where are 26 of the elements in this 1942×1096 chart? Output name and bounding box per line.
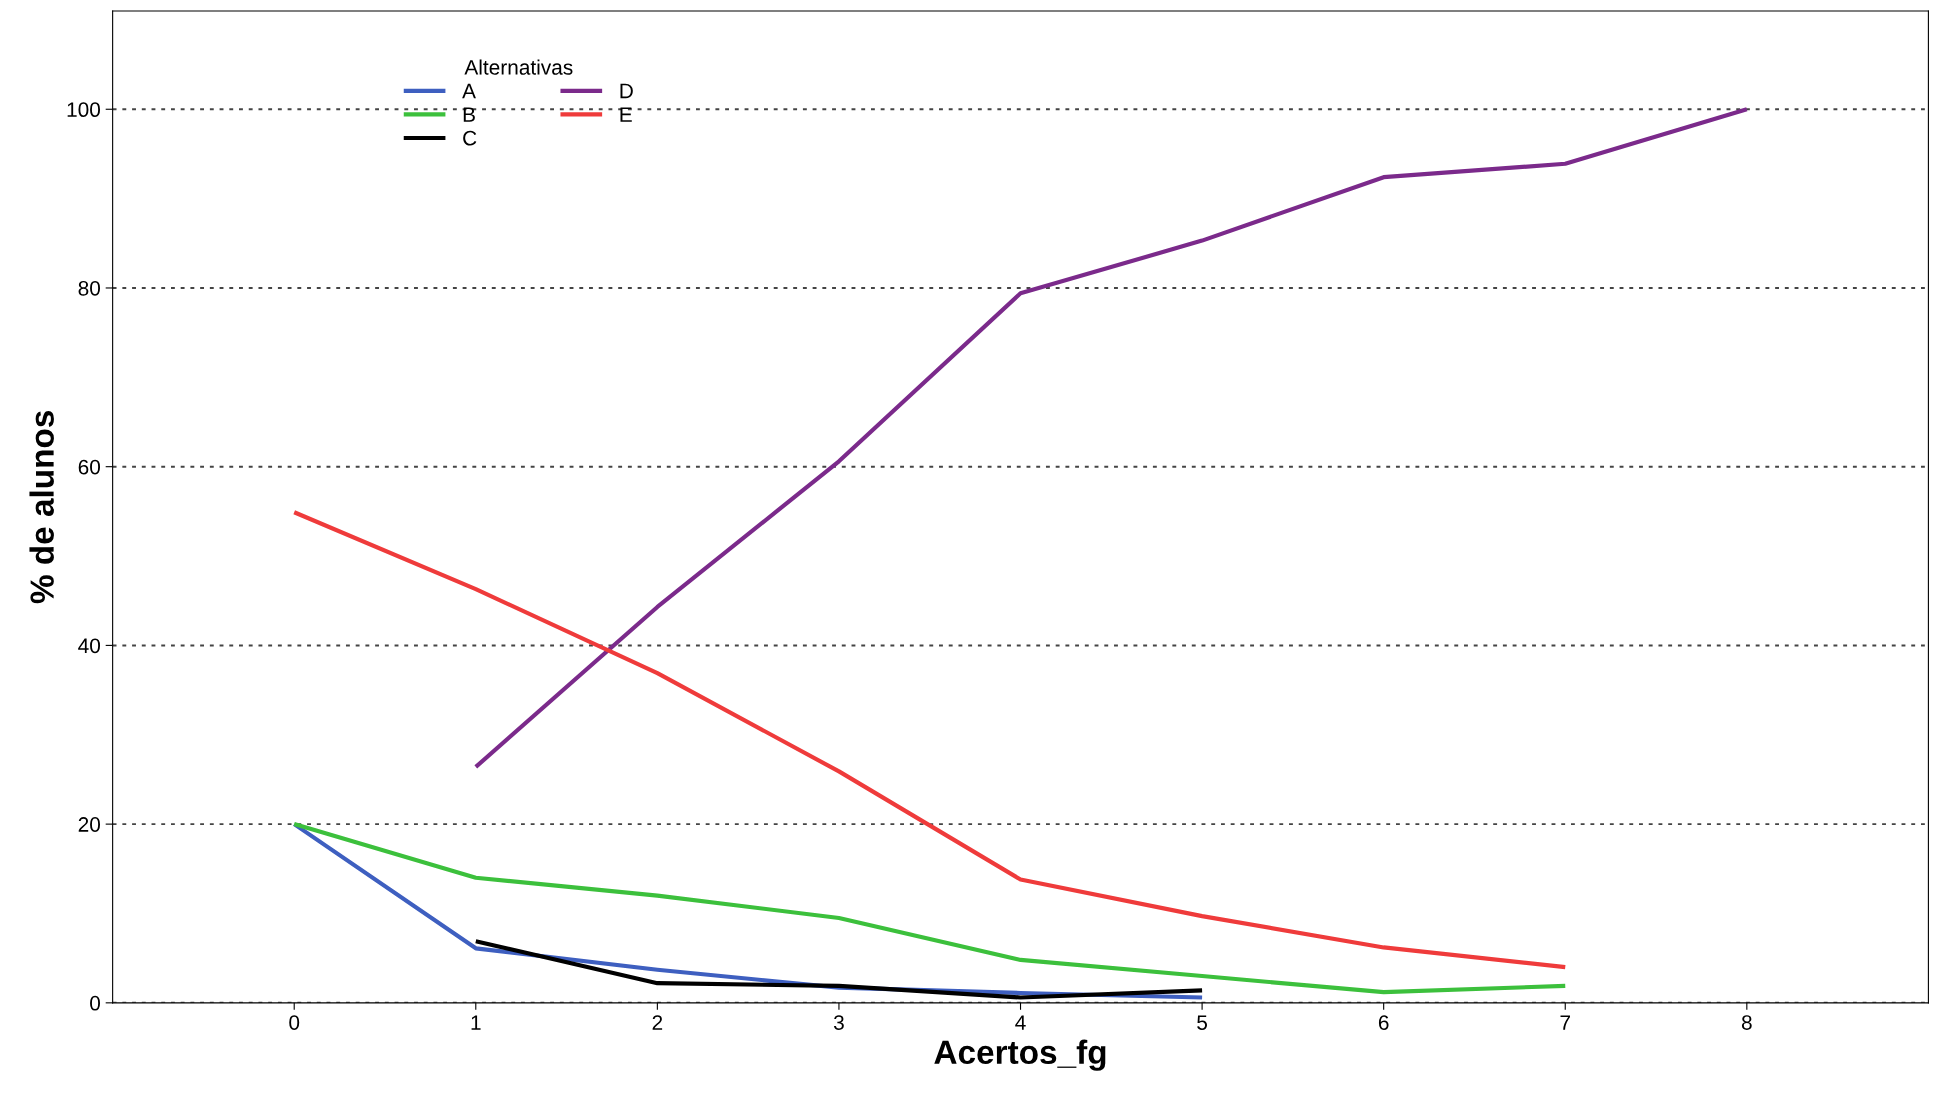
y-tick-label: 0 xyxy=(90,995,101,1011)
x-axis-title: Acertos_fg xyxy=(934,1039,1106,1071)
legend-title: Alternativas xyxy=(464,59,573,75)
y-axis-title: % de alunos xyxy=(29,411,54,604)
x-tick-label: 2 xyxy=(652,1015,663,1030)
x-tick-label: 5 xyxy=(1197,1015,1208,1030)
x-tick-label: 1 xyxy=(471,1015,481,1030)
line-series xyxy=(473,939,1205,1000)
x-tick-label: 3 xyxy=(833,1015,844,1030)
legend-label: D xyxy=(620,83,633,99)
y-tick-label: 40 xyxy=(78,638,101,654)
x-tick-label: 6 xyxy=(1378,1015,1389,1030)
y-tick-label: 20 xyxy=(78,817,101,832)
y-tick-label: 100 xyxy=(67,102,101,118)
y-tick-label: 60 xyxy=(78,459,101,475)
x-tick-label: 7 xyxy=(1560,1015,1570,1030)
legend-label: B xyxy=(463,107,475,122)
x-tick-label: 8 xyxy=(1741,1015,1752,1030)
legend-label: C xyxy=(463,130,477,146)
x-tick-label: 0 xyxy=(289,1015,300,1030)
y-tick-label: 80 xyxy=(78,280,101,296)
legend-label: A xyxy=(462,83,476,99)
legend-label: E xyxy=(620,107,632,122)
line-series xyxy=(292,822,1568,995)
line-series xyxy=(292,510,1568,970)
x-tick-label: 4 xyxy=(1015,1015,1026,1030)
